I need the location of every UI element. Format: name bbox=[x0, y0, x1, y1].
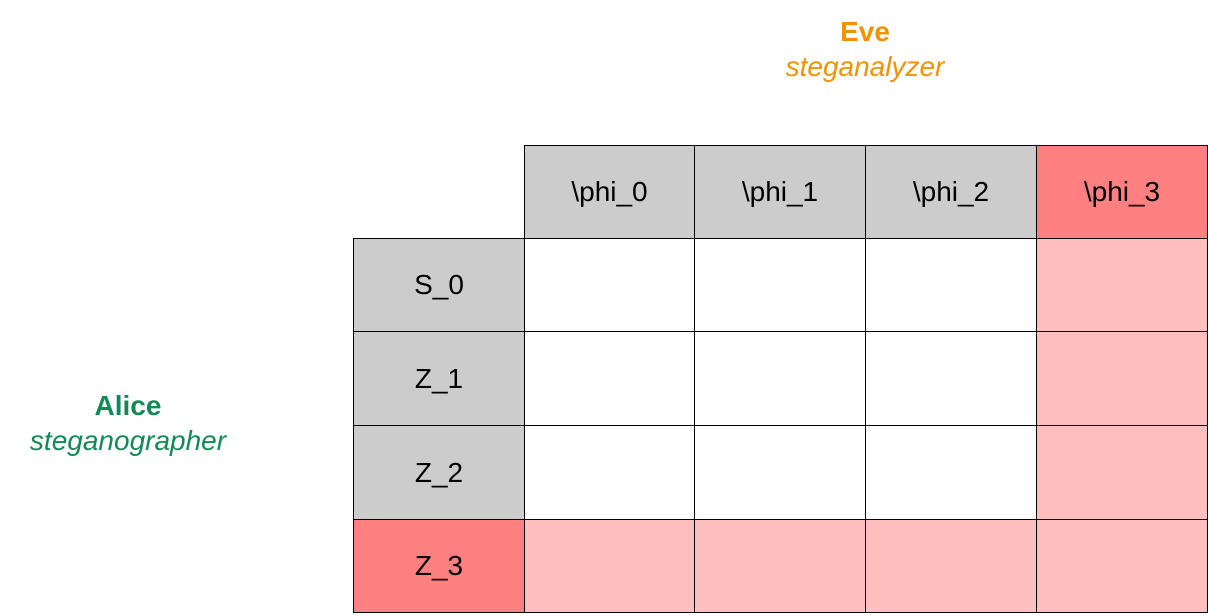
alice-role: steganographer bbox=[29, 425, 227, 456]
matrix-cell-2-3 bbox=[1036, 425, 1208, 520]
eve-role: steganalyzer bbox=[785, 51, 945, 82]
column-header-3: \phi_3 bbox=[1036, 145, 1208, 239]
eve-name: Eve bbox=[840, 16, 890, 47]
matrix-cell-1-3 bbox=[1036, 331, 1208, 426]
row-header-3: Z_3 bbox=[353, 519, 525, 613]
matrix-cell-1-2 bbox=[865, 331, 1037, 426]
matrix-cell-1-1 bbox=[694, 331, 866, 426]
column-header-2: \phi_2 bbox=[865, 145, 1037, 239]
row-header-1: Z_1 bbox=[353, 331, 525, 426]
alice-name: Alice bbox=[94, 390, 162, 421]
eve-label: Eve steganalyzer bbox=[740, 14, 990, 84]
row-header-2: Z_2 bbox=[353, 425, 525, 520]
matrix-cell-3-3 bbox=[1036, 519, 1208, 613]
matrix-cell-0-1 bbox=[694, 238, 866, 332]
matrix-cell-2-2 bbox=[865, 425, 1037, 520]
matrix-cell-1-0 bbox=[524, 331, 695, 426]
matrix-cell-2-0 bbox=[524, 425, 695, 520]
matrix-cell-3-2 bbox=[865, 519, 1037, 613]
matrix-cell-3-1 bbox=[694, 519, 866, 613]
row-header-0: S_0 bbox=[353, 238, 525, 332]
column-header-0: \phi_0 bbox=[524, 145, 695, 239]
matrix-cell-0-2 bbox=[865, 238, 1037, 332]
matrix-cell-0-0 bbox=[524, 238, 695, 332]
alice-label: Alice steganographer bbox=[0, 388, 256, 458]
matrix-cell-3-0 bbox=[524, 519, 695, 613]
matrix-cell-0-3 bbox=[1036, 238, 1208, 332]
column-header-1: \phi_1 bbox=[694, 145, 866, 239]
matrix-cell-2-1 bbox=[694, 425, 866, 520]
